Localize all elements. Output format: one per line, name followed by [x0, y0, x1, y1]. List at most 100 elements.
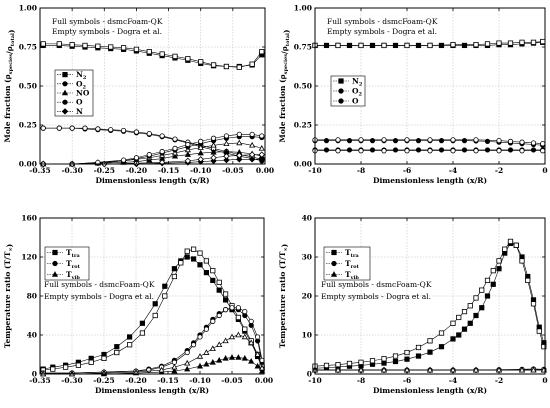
legend-label-Ttra: Ttra — [66, 248, 81, 259]
data-point-Tvib — [334, 366, 342, 373]
legend-marker-NO — [61, 89, 69, 96]
y-tick-label: 0.50 — [19, 82, 37, 91]
chart-a-svg: -0.35 -0.30 -0.25 -0.20 -0.15 -0.10 -0.05 0.00 0… — [3, 4, 274, 185]
data-point-Ttra — [222, 297, 229, 303]
data-point-Ttra — [473, 295, 479, 301]
data-point-N2 — [82, 42, 88, 49]
data-point-N2 — [223, 63, 230, 70]
data-point-N2 — [381, 42, 387, 49]
data-point-Trot — [235, 305, 241, 311]
data-point-N2 — [530, 39, 537, 45]
data-point-Tvib — [158, 366, 165, 373]
data-point-O — [473, 148, 479, 154]
data-point-O — [461, 147, 468, 153]
data-point-NO — [210, 148, 217, 155]
legend-label-O2: O2 — [76, 79, 87, 90]
data-point-O2 — [82, 125, 88, 131]
data-point-Ttra — [392, 358, 399, 365]
data-point-O2 — [108, 127, 114, 133]
data-point-Tvib — [203, 360, 210, 367]
data-point-N — [236, 152, 243, 159]
data-point-Ttra — [358, 359, 364, 365]
x-tick-label: -0.35 — [29, 376, 50, 385]
data-point-Trot — [184, 349, 190, 356]
data-point-Tvib — [222, 337, 229, 344]
y-tick-label: 0.50 — [294, 82, 312, 91]
data-point-O — [133, 155, 140, 161]
data-point-O2 — [438, 138, 445, 144]
y-tick-label: 120 — [21, 253, 37, 262]
data-point-Ttra — [127, 334, 133, 340]
data-point-Ttra — [184, 248, 190, 254]
x-tick-label: -4 — [449, 376, 457, 385]
data-point-O — [392, 147, 399, 153]
data-point-Ttra — [162, 283, 168, 289]
data-point-N2 — [450, 42, 456, 48]
chart-panel-d: -10 -8 -6 -4 -2 0 0 10 20 30 40 Dimensionless lengt… — [275, 202, 550, 408]
data-point-Ttra — [88, 359, 94, 365]
data-point-O2 — [346, 138, 353, 144]
legend-marker-N2 — [62, 72, 68, 78]
y-tick-label: 10 — [302, 331, 312, 340]
data-point-O2 — [69, 125, 75, 131]
annotation-0: Full symbols - dsmcFoam-QK — [52, 17, 163, 26]
x-tick-label: -10 — [308, 376, 322, 385]
legend-marker-Ttra — [52, 249, 58, 256]
data-point-Tvib — [222, 355, 229, 361]
data-point-Tvib — [254, 362, 261, 369]
data-point-NO — [210, 141, 217, 148]
data-point-Ttra — [171, 266, 177, 272]
data-point-Ttra — [190, 246, 197, 252]
data-point-Ttra — [530, 301, 537, 307]
data-point-O — [519, 148, 525, 154]
data-point-Ttra — [114, 349, 120, 356]
data-point-O — [146, 152, 152, 158]
data-point-N2 — [210, 62, 217, 68]
legend-box — [54, 69, 94, 117]
data-point-O — [507, 147, 514, 153]
chart-d-svg: -10 -8 -6 -4 -2 0 0 10 20 30 40 Dimensionless lengt… — [278, 214, 548, 395]
data-point-O — [381, 148, 387, 154]
data-point-O2 — [146, 130, 152, 137]
data-point-O — [496, 148, 502, 154]
data-point-Tvib — [426, 366, 434, 373]
data-point-N2 — [133, 46, 140, 52]
data-point-O — [159, 148, 165, 155]
data-point-Ttra — [222, 291, 229, 297]
legend-marker-N — [61, 108, 69, 115]
data-point-Ttra — [484, 293, 491, 299]
y-tick-label: 1.00 — [294, 4, 312, 13]
data-point-Tvib — [216, 341, 223, 348]
data-point-Ttra — [190, 256, 197, 262]
tick-group: -10 -8 -6 -4 -2 0 0.00 0.25 0.50 0.75 1.00 — [294, 4, 548, 175]
data-point-Ttra — [171, 273, 177, 280]
data-point-Tvib — [248, 339, 255, 346]
x-tick-label: -0.15 — [158, 166, 179, 175]
data-point-Tvib — [228, 333, 236, 340]
y-tick-label: 40 — [302, 214, 312, 223]
data-point-Ttra — [210, 268, 216, 274]
data-point-Ttra — [392, 353, 399, 359]
x-tick-label: -8 — [357, 166, 365, 175]
data-point-Ttra — [75, 362, 81, 368]
data-point-N2 — [185, 56, 191, 62]
y-tick-label: 0 — [32, 370, 37, 379]
annotation-1: Empty symbols - Dogra et al. — [44, 292, 154, 301]
grid-lines — [40, 218, 264, 374]
data-point-Tvib — [196, 362, 204, 369]
y-tick-label: 0.25 — [19, 121, 37, 130]
x-axis-title: Dimensionless length (x/R) — [95, 176, 209, 185]
data-point-Ttra — [242, 326, 248, 332]
x-tick-label: -0.20 — [125, 376, 146, 385]
annotation-1: Empty symbols - Dogra et al. — [327, 27, 437, 36]
data-point-Ttra — [484, 277, 491, 283]
data-point-O2 — [172, 136, 178, 142]
data-point-Ttra — [507, 238, 514, 245]
y-tick-label: 0 — [307, 370, 312, 379]
data-point-O2 — [323, 138, 330, 144]
data-point-Ttra — [216, 287, 222, 293]
y-tick-label: 0.00 — [294, 160, 312, 169]
data-point-O — [484, 147, 491, 153]
data-point-Ttra — [381, 360, 387, 366]
legend-label-NO: NO — [76, 89, 90, 98]
